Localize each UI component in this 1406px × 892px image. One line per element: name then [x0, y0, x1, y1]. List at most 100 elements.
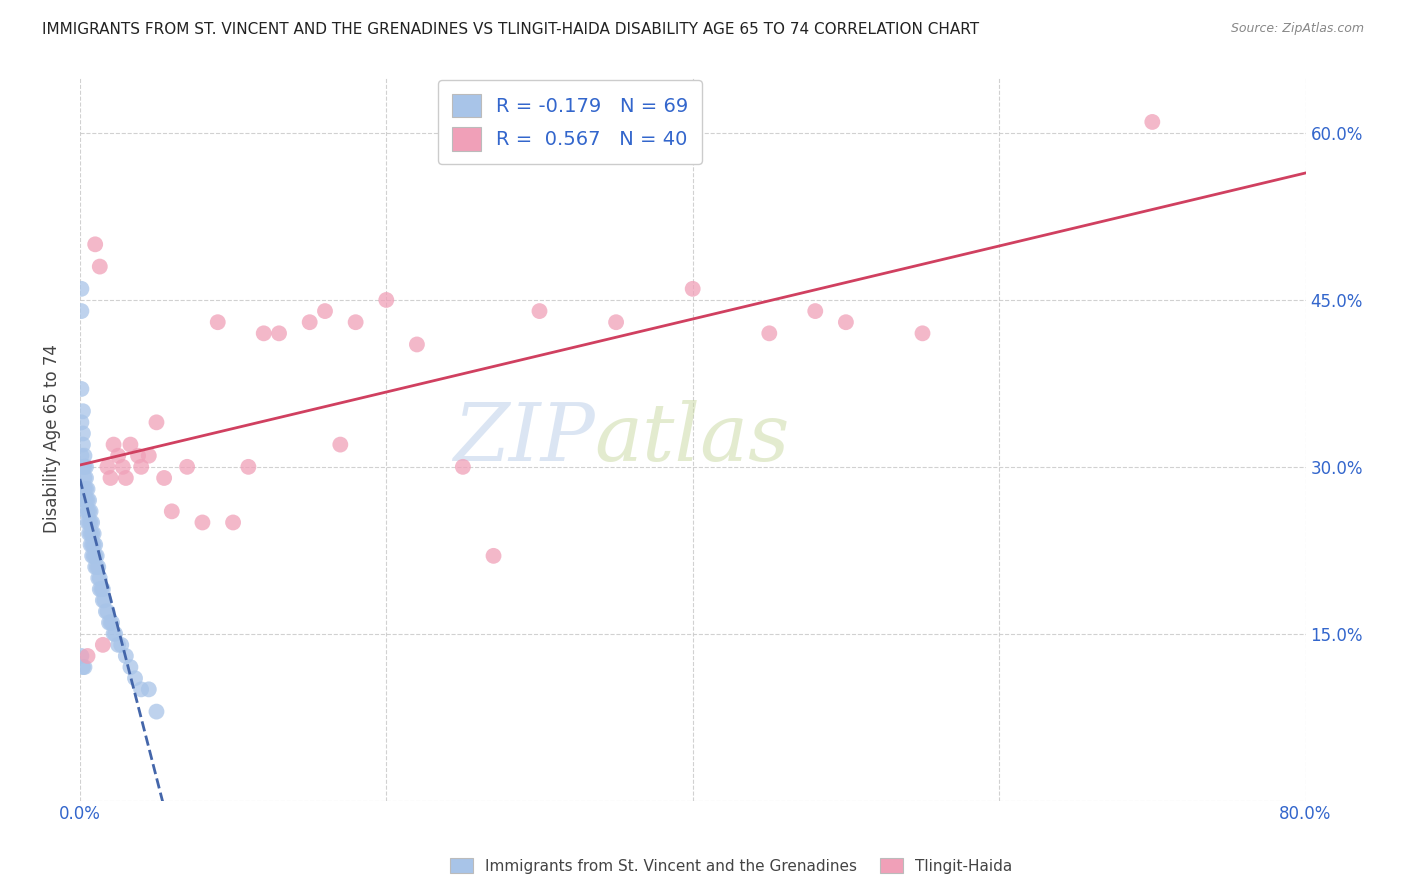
Point — [120, 660, 142, 674]
Point — [72, 426, 94, 441]
Point — [70, 382, 93, 396]
Point — [103, 626, 125, 640]
Point — [253, 326, 276, 341]
Text: IMMIGRANTS FROM ST. VINCENT AND THE GRENADINES VS TLINGIT-HAIDA DISABILITY AGE 6: IMMIGRANTS FROM ST. VINCENT AND THE GREN… — [42, 22, 980, 37]
Point — [176, 459, 198, 474]
Point — [76, 648, 98, 663]
Point — [73, 471, 96, 485]
Point — [91, 582, 114, 597]
Point — [79, 538, 101, 552]
Point — [114, 471, 136, 485]
Point — [138, 682, 160, 697]
Point — [145, 705, 167, 719]
Point — [153, 471, 176, 485]
Point — [73, 482, 96, 496]
Point — [96, 459, 118, 474]
Point — [76, 482, 98, 496]
Point — [84, 560, 107, 574]
Point — [76, 504, 98, 518]
Point — [329, 437, 352, 451]
Point — [84, 549, 107, 563]
Point — [207, 315, 229, 329]
Point — [89, 571, 111, 585]
Point — [120, 437, 142, 451]
Point — [73, 459, 96, 474]
Point — [70, 415, 93, 429]
Point — [76, 493, 98, 508]
Point — [107, 449, 129, 463]
Point — [127, 449, 149, 463]
Point — [758, 326, 780, 341]
Point — [79, 526, 101, 541]
Point — [482, 549, 505, 563]
Legend: R = -0.179   N = 69, R =  0.567   N = 40: R = -0.179 N = 69, R = 0.567 N = 40 — [439, 80, 702, 164]
Point — [72, 437, 94, 451]
Point — [75, 504, 97, 518]
Point — [91, 593, 114, 607]
Point — [77, 516, 100, 530]
Point — [87, 560, 110, 574]
Point — [75, 459, 97, 474]
Point — [77, 526, 100, 541]
Point — [129, 459, 152, 474]
Point — [70, 449, 93, 463]
Point — [70, 282, 93, 296]
Point — [222, 516, 245, 530]
Text: Source: ZipAtlas.com: Source: ZipAtlas.com — [1230, 22, 1364, 36]
Point — [91, 638, 114, 652]
Point — [124, 671, 146, 685]
Point — [75, 471, 97, 485]
Point — [87, 571, 110, 585]
Point — [84, 538, 107, 552]
Point — [103, 437, 125, 451]
Point — [86, 560, 108, 574]
Text: atlas: atlas — [595, 401, 790, 478]
Point — [83, 549, 105, 563]
Point — [83, 538, 105, 552]
Point — [73, 493, 96, 508]
Point — [94, 605, 117, 619]
Point — [605, 315, 627, 329]
Point — [86, 549, 108, 563]
Point — [267, 326, 290, 341]
Point — [89, 582, 111, 597]
Point — [75, 493, 97, 508]
Point — [82, 516, 104, 530]
Point — [107, 638, 129, 652]
Point — [100, 471, 122, 485]
Point — [70, 648, 93, 663]
Point — [72, 660, 94, 674]
Point — [84, 237, 107, 252]
Point — [138, 449, 160, 463]
Point — [77, 504, 100, 518]
Point — [98, 615, 121, 630]
Point — [835, 315, 858, 329]
Point — [104, 626, 127, 640]
Point — [82, 549, 104, 563]
Point — [114, 648, 136, 663]
Point — [73, 660, 96, 674]
Point — [90, 582, 112, 597]
Point — [191, 516, 214, 530]
Point — [76, 516, 98, 530]
Point — [82, 526, 104, 541]
Point — [529, 304, 551, 318]
Point — [101, 615, 124, 630]
Legend: Immigrants from St. Vincent and the Grenadines, Tlingit-Haida: Immigrants from St. Vincent and the Gren… — [444, 852, 1018, 880]
Point — [110, 638, 132, 652]
Point — [451, 459, 474, 474]
Point — [70, 304, 93, 318]
Point — [406, 337, 429, 351]
Point — [75, 482, 97, 496]
Point — [72, 404, 94, 418]
Point — [73, 449, 96, 463]
Point — [911, 326, 934, 341]
Point — [83, 526, 105, 541]
Point — [238, 459, 260, 474]
Point — [79, 504, 101, 518]
Point — [77, 493, 100, 508]
Point — [100, 615, 122, 630]
Point — [804, 304, 827, 318]
Point — [89, 260, 111, 274]
Y-axis label: Disability Age 65 to 74: Disability Age 65 to 74 — [44, 344, 60, 533]
